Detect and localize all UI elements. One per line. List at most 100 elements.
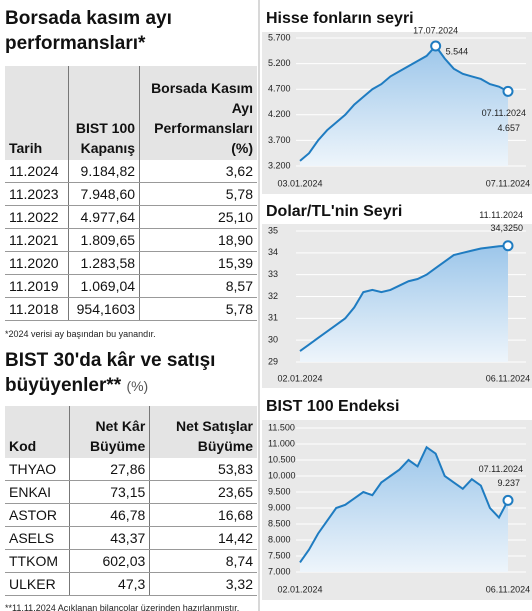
column-header: Tarih <box>5 66 69 160</box>
cell: 47,3 <box>68 572 150 596</box>
cell: 11.2019 <box>5 274 69 298</box>
column-header: Net Satışlar Büyüme <box>149 406 257 458</box>
table: Tarih BIST 100 Kapanış Borsada Kasım Ayı P… <box>5 66 257 321</box>
cell: 43,37 <box>68 526 150 550</box>
cell: 602,03 <box>68 549 150 573</box>
cell: 11.2018 <box>5 297 69 321</box>
y-tick-label: 3.200 <box>268 160 291 170</box>
annotation: 17.07.2024 <box>413 25 458 35</box>
y-tick-label: 7.000 <box>268 566 291 576</box>
cell: 7.948,60 <box>68 182 140 206</box>
line <box>299 244 509 352</box>
header-row: Tarih BIST 100 Kapanış Borsada Kasım Ayı P… <box>5 66 257 160</box>
y-tick-label: 8.500 <box>268 518 291 528</box>
cell: 1.809,65 <box>68 228 140 252</box>
annotation: 9.237 <box>497 478 520 488</box>
marker <box>430 40 442 52</box>
row: 11.2019 1.069,04 8,57 <box>5 274 257 298</box>
x-tick-label: 06.11.2024 <box>486 584 530 594</box>
area <box>300 45 508 167</box>
annotation: 4.657 <box>497 123 520 133</box>
annotation: 07.11.2024 <box>482 108 526 118</box>
chart-title: Hisse fonların seyri <box>266 10 414 27</box>
divider <box>258 0 260 611</box>
cell: 11.2023 <box>5 182 69 206</box>
x-tick-label: 06.11.2024 <box>486 373 530 383</box>
y-tick-label: 10.000 <box>268 470 296 480</box>
y-tick-label: 9.500 <box>268 486 291 496</box>
x-tick-label: 02.01.2024 <box>277 373 322 383</box>
cell: 25,10 <box>139 205 257 229</box>
column-header: Borsada Kasım Ayı Performansları (%) <box>139 66 257 160</box>
cell: 5,78 <box>139 297 257 321</box>
row: 11.2024 9.184,82 3,62 <box>5 160 257 183</box>
y-tick-label: 4.200 <box>268 109 291 119</box>
note: *2024 verisi ay başından bu yanandır. <box>5 329 156 339</box>
cell: 23,65 <box>149 480 257 504</box>
cell: 46,78 <box>68 503 150 527</box>
x-tick-label: 03.01.2024 <box>277 178 322 188</box>
x-tick-label: 02.01.2024 <box>277 584 322 594</box>
row: 11.2020 1.283,58 15,39 <box>5 251 257 275</box>
row: 11.2018 954,1603 5,78 <box>5 297 257 321</box>
column-header: BIST 100 Kapanış <box>68 66 140 160</box>
row: TTKOM 602,03 8,74 <box>5 549 257 573</box>
cell: 3,32 <box>149 572 257 596</box>
table-title: Borsada kasım ayı performansları* <box>5 8 172 54</box>
chart-title: BIST 100 Endeksi <box>266 398 399 415</box>
annotation: 34,3250 <box>490 223 523 233</box>
cell: 4.977,64 <box>68 205 140 229</box>
title-text: BIST 30'da kâr ve satışı büyüyenler** <box>5 350 216 396</box>
area <box>300 245 508 362</box>
line <box>299 445 509 563</box>
cell: 3,62 <box>139 160 257 183</box>
cell: 8,74 <box>149 549 257 573</box>
row: 11.2022 4.977,64 25,10 <box>5 205 257 229</box>
cell: 5,78 <box>139 182 257 206</box>
chart-title: Dolar/TL'nin Seyri <box>266 203 402 220</box>
y-tick-label: 34 <box>268 247 278 257</box>
cell: ULKER <box>5 572 70 596</box>
cell: 11.2021 <box>5 228 69 252</box>
cell: 14,42 <box>149 526 257 550</box>
row: THYAO 27,86 53,83 <box>5 458 257 481</box>
x-tick-label: 07.11.2024 <box>486 178 530 188</box>
y-tick-label: 9.000 <box>268 502 291 512</box>
annotation: 5.544 <box>446 46 469 56</box>
y-tick-label: 10.500 <box>268 454 296 464</box>
y-tick-label: 11.000 <box>268 438 295 448</box>
y-tick-label: 30 <box>268 335 278 345</box>
unit: (%) <box>126 378 149 394</box>
cell: 11.2020 <box>5 251 69 275</box>
cell: 1.283,58 <box>68 251 140 275</box>
cell: 16,68 <box>149 503 257 527</box>
y-tick-label: 4.700 <box>268 84 291 94</box>
cell: 11.2024 <box>5 160 69 183</box>
table-title: BIST 30'da kâr ve satışı büyüyenler** (%… <box>5 348 245 399</box>
y-tick-label: 35 <box>268 225 278 235</box>
row: 11.2021 1.809,65 18,90 <box>5 228 257 252</box>
y-tick-label: 5.700 <box>268 32 291 42</box>
row: 11.2023 7.948,60 5,78 <box>5 182 257 206</box>
annotation: 11.11.2024 <box>479 210 523 220</box>
line <box>299 44 509 162</box>
row: ASELS 43,37 14,42 <box>5 526 257 550</box>
row: ULKER 47,3 3,32 <box>5 572 257 596</box>
marker <box>502 240 514 252</box>
cell: 8,57 <box>139 274 257 298</box>
note: **11.11.2024 Açıklanan bilançolar üzerin… <box>5 603 240 611</box>
row: ENKAI 73,15 23,65 <box>5 480 257 504</box>
cell: 9.184,82 <box>68 160 140 183</box>
annotation: 07.11.2024 <box>479 464 523 474</box>
cell: 11.2022 <box>5 205 69 229</box>
cell: 53,83 <box>149 458 257 481</box>
cell: ASELS <box>5 526 70 550</box>
table: Kod Net Kâr Büyüme Net Satışlar Büyüme THYA… <box>5 406 257 596</box>
area <box>300 447 508 572</box>
cell: 15,39 <box>139 251 257 275</box>
cell: THYAO <box>5 458 70 481</box>
y-tick-label: 3.700 <box>268 135 291 145</box>
cell: ASTOR <box>5 503 70 527</box>
